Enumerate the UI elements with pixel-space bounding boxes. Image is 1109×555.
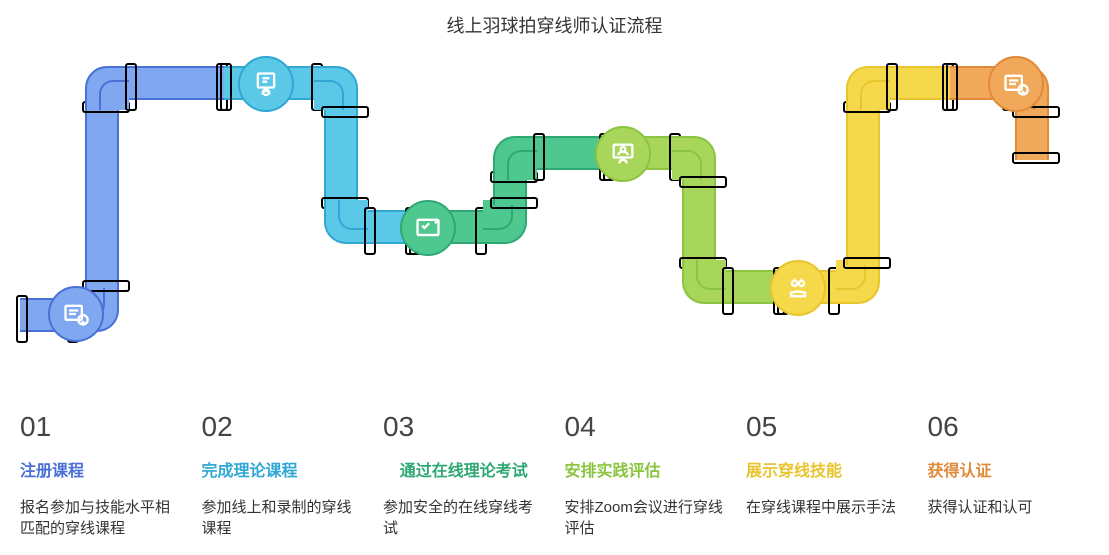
step-3: 03 通过在线理论考试 参加安全的在线穿线考试: [383, 411, 545, 541]
step-num: 06: [928, 411, 1090, 443]
step-6: 06 获得认证 获得认证和认可: [928, 411, 1090, 541]
step-desc: 获得认证和认可: [928, 497, 1090, 519]
step-desc: 在穿线课程中展示手法: [746, 497, 908, 519]
step-title: 通过在线理论考试: [383, 457, 545, 481]
step-title: 完成理论课程: [202, 457, 364, 481]
step-5: 05 展示穿线技能 在穿线课程中展示手法: [746, 411, 908, 541]
step-num: 03: [383, 411, 545, 443]
step-desc: 安排Zoom会议进行穿线评估: [565, 497, 727, 541]
zoom-icon: [595, 126, 651, 182]
step-num: 05: [746, 411, 908, 443]
step-title: 注册课程: [20, 457, 182, 481]
step-title: 展示穿线技能: [746, 457, 908, 481]
step-num: 02: [202, 411, 364, 443]
step-title: 安排实践评估: [565, 457, 727, 481]
step-num: 01: [20, 411, 182, 443]
step-desc: 参加安全的在线穿线考试: [383, 497, 545, 541]
steps-row: 01 注册课程 报名参加与技能水平相匹配的穿线课程 02 完成理论课程 参加线上…: [20, 411, 1089, 541]
exam-icon: [400, 200, 456, 256]
step-num: 04: [565, 411, 727, 443]
step-4: 04 安排实践评估 安排Zoom会议进行穿线评估: [565, 411, 727, 541]
page-title: 线上羽球拍穿线师认证流程: [0, 0, 1109, 38]
pipe-diagram: [0, 50, 1109, 370]
step-2: 02 完成理论课程 参加线上和录制的穿线课程: [202, 411, 364, 541]
step-desc: 参加线上和录制的穿线课程: [202, 497, 364, 541]
step-1: 01 注册课程 报名参加与技能水平相匹配的穿线课程: [20, 411, 182, 541]
register-icon: [48, 286, 104, 342]
skill-icon: [770, 260, 826, 316]
certificate-icon: [988, 56, 1044, 112]
step-desc: 报名参加与技能水平相匹配的穿线课程: [20, 497, 182, 541]
course-icon: [238, 56, 294, 112]
step-title: 获得认证: [928, 457, 1090, 481]
